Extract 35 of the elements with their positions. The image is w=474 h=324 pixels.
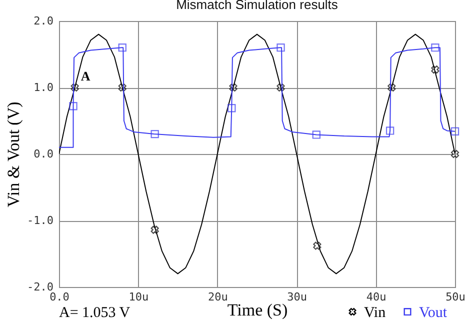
point xyxy=(150,130,159,138)
point xyxy=(388,83,396,92)
point xyxy=(312,130,320,139)
x-tick-label: 0.0 xyxy=(50,290,70,304)
y-tick-label: 2.0 xyxy=(34,14,54,28)
x-tick-label: 40u xyxy=(366,290,386,304)
point xyxy=(313,242,322,250)
legend-label: Vout xyxy=(419,304,448,321)
point xyxy=(150,226,159,234)
x-axis-title: Time (S) xyxy=(227,300,288,320)
point xyxy=(228,104,236,112)
y-tick-label: 1.0 xyxy=(34,81,54,94)
point xyxy=(276,44,285,52)
annotation: A xyxy=(80,68,91,84)
x-tick-label: 20u xyxy=(208,290,228,304)
y-tick-label: -2.0 xyxy=(27,280,54,294)
point xyxy=(69,102,78,110)
point xyxy=(431,44,440,52)
point xyxy=(118,44,126,52)
y-axis-title: Vin & Vout (V) xyxy=(4,102,24,208)
y-tick-label: -1.0 xyxy=(27,214,54,227)
y-tick-label: 0.0 xyxy=(34,148,54,160)
point xyxy=(70,83,79,92)
legend-label: Vin xyxy=(364,304,386,321)
x-tick-label: 50u xyxy=(446,290,466,304)
point xyxy=(450,127,460,136)
x-tick-label: 10u xyxy=(128,290,149,304)
point xyxy=(431,65,440,74)
point xyxy=(118,83,126,92)
point xyxy=(450,150,460,158)
point xyxy=(386,126,394,135)
x-tick-label: 30u xyxy=(287,290,308,304)
text: A= 1.053 V xyxy=(59,305,130,321)
point xyxy=(229,83,238,92)
point xyxy=(276,83,285,92)
